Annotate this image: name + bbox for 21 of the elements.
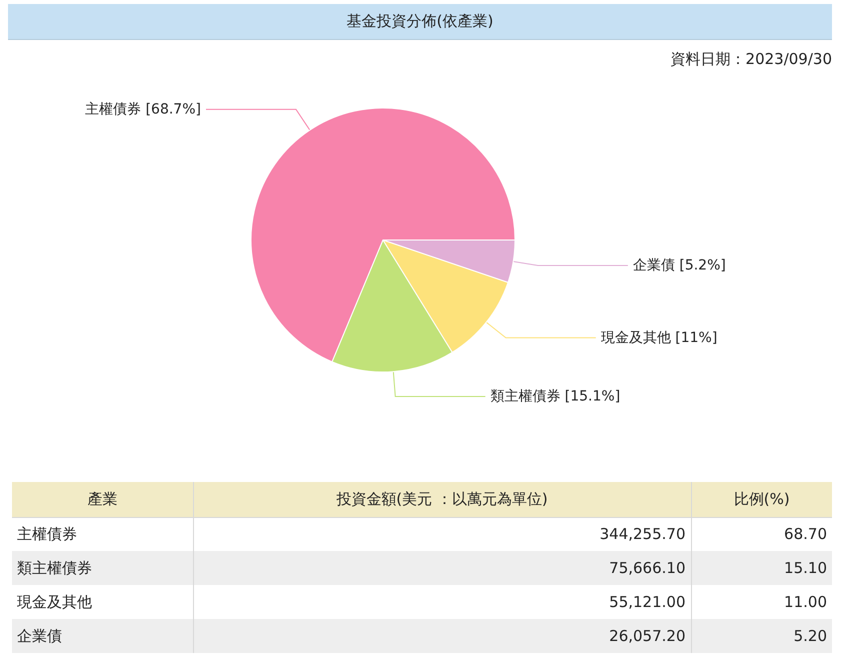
data-label: 68.70 [691, 517, 832, 551]
data-label: 75,666.10 [193, 551, 691, 585]
data-label: 5.20 [691, 619, 832, 653]
slice-label: 現金及其他 [11%] [600, 330, 718, 346]
category-label: 企業債 [12, 619, 193, 653]
data-label: 344,255.70 [193, 517, 691, 551]
series-label: 投資金額(美元 ：以萬元為單位) [193, 482, 691, 517]
text: 產業 [12, 482, 193, 517]
data-label: 11.00 [691, 585, 832, 619]
slice-label: 類主權債券 [15.1%] [490, 388, 620, 405]
category-label: 主權債券 [12, 517, 193, 551]
slice-label: 企業債 [5.2%] [632, 258, 726, 274]
category-label: 類主權債券 [12, 551, 193, 585]
data-label: 26,057.20 [193, 619, 691, 653]
slice-label: 主權債券 [68.7%] [85, 101, 201, 118]
series-label: 比例(%) [691, 482, 832, 517]
text: 資料日期：2023/09/30 [670, 50, 832, 69]
chart-title: 基金投資分佈(依產業) [8, 4, 832, 40]
data-label: 15.10 [691, 551, 832, 585]
data-label: 55,121.00 [193, 585, 691, 619]
category-label: 現金及其他 [12, 585, 193, 619]
